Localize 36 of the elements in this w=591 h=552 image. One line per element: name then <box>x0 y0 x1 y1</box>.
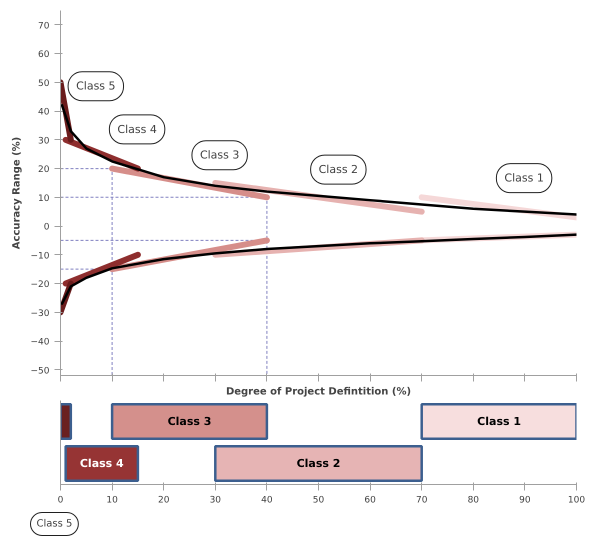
x-tick-label: 50 <box>312 496 324 506</box>
y-tick-label: −40 <box>30 338 50 348</box>
data-label: Class 4 <box>80 457 124 470</box>
annotation: Class 5 <box>76 80 116 93</box>
x-axis-title: Degree of Project Defintition (%) <box>226 386 412 398</box>
text: Class 5 <box>36 518 72 530</box>
data-label: Class 1 <box>477 415 522 428</box>
x-tick-label: 40 <box>261 496 273 506</box>
x-tick-label: 90 <box>519 496 531 506</box>
y-tick-label: −50 <box>30 366 50 376</box>
x-tick-label: 0 <box>58 496 64 506</box>
annotation: Class 3 <box>200 148 240 162</box>
y-tick-label: 10 <box>38 194 50 204</box>
y-tick-label: −20 <box>30 280 50 290</box>
x-tick-label: 10 <box>106 496 118 506</box>
x-tick-label: 20 <box>158 496 170 506</box>
y-tick-label: 40 <box>38 108 50 118</box>
x-tick-label: 70 <box>416 496 428 506</box>
x-tick-label: 100 <box>568 496 586 506</box>
data-label: Class 3 <box>168 415 212 428</box>
y-tick-label: 70 <box>38 21 50 32</box>
annotation: Class 2 <box>318 163 358 176</box>
y-tick-label: −10 <box>30 251 50 262</box>
x-tick-label: 30 <box>210 496 222 506</box>
y-tick-label: −30 <box>30 308 50 319</box>
y-tick-label: 30 <box>38 136 50 146</box>
y-tick-label: 20 <box>38 165 50 176</box>
y-tick-label: 60 <box>38 50 50 60</box>
x-tick-label: 80 <box>468 496 480 506</box>
annotation: Class 1 <box>504 172 544 185</box>
x-tick-label: 60 <box>364 496 376 506</box>
annotation: Class 4 <box>117 122 157 136</box>
data-label: Class 2 <box>296 457 340 470</box>
y-tick-label: 0 <box>44 222 50 233</box>
y-tick-label: 50 <box>38 78 50 89</box>
y-axis-title: Accuracy Range (%) <box>12 136 23 250</box>
